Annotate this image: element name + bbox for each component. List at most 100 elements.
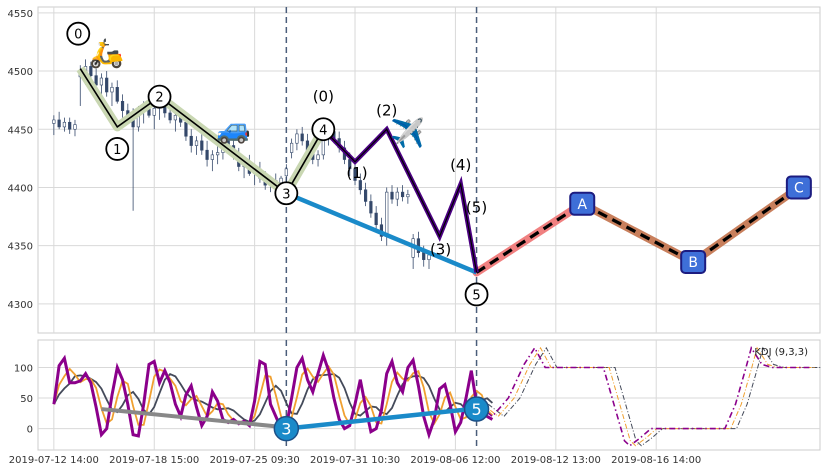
wave-label-text: 2	[155, 91, 163, 106]
candle-body	[316, 154, 320, 160]
subwave-label: (3)	[430, 240, 451, 258]
wave-label-circle	[274, 181, 299, 206]
candle-body	[284, 168, 288, 177]
emoji-marker: 🚙	[216, 112, 251, 145]
indicator-marker-label: 3	[281, 420, 291, 439]
price-y-tick-label: 4500	[8, 67, 33, 78]
x-tick-label: 2019-07-31 10:30	[310, 455, 400, 466]
candle-body	[52, 119, 56, 124]
wave-line-inner	[322, 128, 478, 273]
candle-body	[279, 177, 283, 184]
wave-label-circle	[464, 282, 489, 307]
x-tick-label: 2019-08-16 14:00	[611, 455, 701, 466]
indicator-marker-circle	[463, 396, 490, 422]
candle-body	[210, 154, 214, 160]
candle-body	[290, 142, 294, 153]
price-y-tick-label: 4350	[8, 242, 33, 253]
wave-label-text: 0	[74, 28, 82, 43]
candle-body	[200, 140, 204, 151]
subwave-label: (5)	[466, 198, 487, 216]
projection-path: A B C	[472, 175, 812, 277]
x-tick-labels: 2019-07-12 14:00 2019-07-18 15:00 2019-07-…	[9, 455, 701, 466]
candle-body	[406, 194, 410, 198]
indicator-gray-trend	[101, 407, 287, 430]
price-y-tick-label: 4550	[8, 9, 33, 20]
candle-body	[99, 77, 104, 86]
kdj-legend: KDJ (9,3,3)	[754, 347, 808, 358]
wave-label-circle	[147, 84, 172, 109]
wave-label-text: 5	[472, 288, 480, 303]
projection-marker-label: C	[794, 180, 804, 196]
candle-body	[173, 114, 177, 121]
x-tick-label: 2019-07-12 14:00	[9, 455, 99, 466]
subwave-label: (4)	[450, 156, 471, 174]
indicator-y-tick-label: 50	[20, 394, 33, 405]
candle-body	[110, 87, 114, 93]
candle-body	[152, 107, 156, 116]
price-y-tick-label: 4450	[8, 125, 33, 136]
candle-body	[189, 135, 193, 146]
candle-body	[353, 168, 357, 181]
kdj-j-line	[52, 350, 494, 440]
price-y-tick-label: 4400	[8, 183, 33, 194]
candle-body	[300, 133, 304, 142]
indicator-y-tick-label: 100	[14, 364, 33, 375]
candle-body	[216, 152, 220, 156]
projection-marker-label: B	[688, 255, 698, 271]
candle-body	[73, 124, 77, 130]
x-tick-label: 2019-07-25 09:30	[210, 455, 300, 466]
candle-body	[295, 133, 299, 144]
projection-marker-box	[680, 249, 707, 274]
wave-label-text: 4	[319, 123, 327, 138]
x-tick-label: 2019-08-06 12:00	[410, 455, 500, 466]
kdj-lines	[52, 345, 822, 447]
candle-body	[395, 191, 399, 200]
indicator-marker-label: 5	[471, 400, 481, 419]
candle-body	[385, 191, 389, 237]
candle-body	[57, 119, 61, 128]
wave-labels: 0 1 2 3 4 5 (0) (1) (2) (3) (4) (5)	[66, 21, 489, 307]
candle-body	[358, 180, 362, 191]
indicator-blue-trend	[286, 406, 477, 431]
candle-body	[94, 75, 98, 86]
emoji-marker: ✈️	[390, 116, 425, 150]
candle-body	[68, 121, 72, 130]
candle-body	[120, 101, 125, 111]
candle-body	[374, 212, 378, 226]
price-y-tick-label: 4300	[8, 300, 33, 311]
emoji-marker: 🛵	[89, 36, 124, 69]
candle-body	[400, 191, 405, 198]
candle-body	[194, 140, 199, 146]
candle-body	[115, 87, 119, 102]
subwave-label: (0)	[313, 87, 334, 105]
subwave-label: (2)	[376, 101, 397, 119]
projection-marker-box	[569, 191, 596, 216]
indicator-y-tick-labels: 0 50 100	[14, 364, 33, 436]
candle-body	[184, 121, 188, 137]
x-tick-label: 2019-07-18 15:00	[109, 455, 199, 466]
kdj-d-projection	[487, 346, 822, 447]
projection-marker-label: A	[577, 197, 587, 213]
kdj-k-line	[53, 364, 494, 426]
x-tick-label: 2019-08-12 13:00	[511, 455, 601, 466]
candle-body	[62, 121, 67, 128]
candle-body	[422, 252, 426, 260]
candle-body	[390, 191, 394, 200]
kdj-k-projection	[482, 346, 816, 447]
price-y-tick-labels: 4300 4350 4400 4450 4500 4550	[8, 9, 33, 311]
indicator-markers: 35	[273, 396, 490, 442]
subwave-label: (1)	[346, 164, 367, 182]
wave-label-text: 3	[282, 187, 290, 202]
wave-trendline	[285, 191, 478, 275]
price-plot-area	[37, 6, 821, 334]
wave-label-circle	[311, 117, 336, 142]
wave-label-circle	[66, 21, 91, 46]
candle-body	[168, 112, 172, 121]
wave-label-text: 1	[113, 143, 121, 158]
indicator-y-tick-label: 0	[27, 425, 33, 436]
indicator-gridlines	[38, 340, 820, 450]
candle-body	[369, 201, 373, 214]
candle-body	[363, 189, 368, 202]
